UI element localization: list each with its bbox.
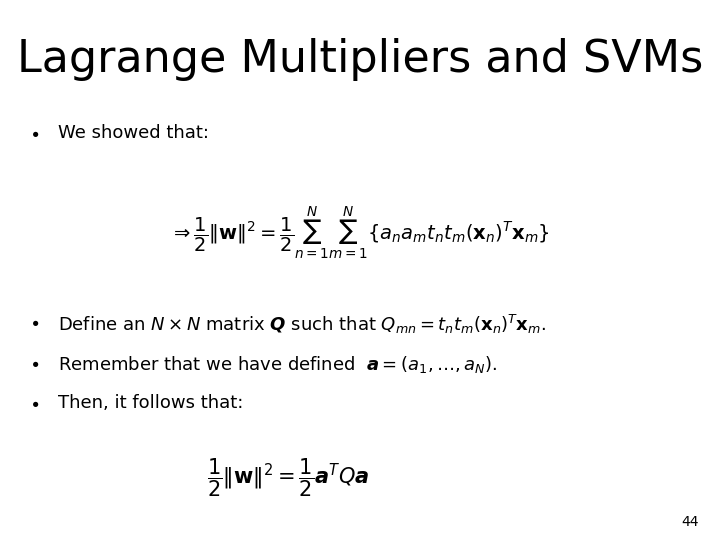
Text: 44: 44 — [681, 515, 698, 529]
Text: $\bullet$: $\bullet$ — [29, 313, 39, 331]
Text: $\bullet$: $\bullet$ — [29, 354, 39, 372]
Text: Remember that we have defined  $\boldsymbol{a} = (a_1, \ldots, a_N)$.: Remember that we have defined $\boldsymb… — [58, 354, 497, 375]
Text: Define an $N \times N$ matrix $\boldsymbol{Q}$ such that $Q_{mn} = t_n t_m (\mat: Define an $N \times N$ matrix $\boldsymb… — [58, 313, 546, 336]
Text: Lagrange Multipliers and SVMs: Lagrange Multipliers and SVMs — [17, 38, 703, 81]
Text: $\bullet$: $\bullet$ — [29, 394, 39, 412]
Text: $\bullet$: $\bullet$ — [29, 124, 39, 142]
Text: $\Rightarrow \dfrac{1}{2}\|\mathbf{w}\|^2 = \dfrac{1}{2}\sum_{n=1}^{N}\sum_{m=1}: $\Rightarrow \dfrac{1}{2}\|\mathbf{w}\|^… — [170, 205, 550, 261]
Text: We showed that:: We showed that: — [58, 124, 209, 142]
Text: $\dfrac{1}{2}\|\mathbf{w}\|^2 = \dfrac{1}{2}\boldsymbol{a}^T Q \boldsymbol{a}$: $\dfrac{1}{2}\|\mathbf{w}\|^2 = \dfrac{1… — [207, 456, 369, 499]
Text: Then, it follows that:: Then, it follows that: — [58, 394, 243, 412]
